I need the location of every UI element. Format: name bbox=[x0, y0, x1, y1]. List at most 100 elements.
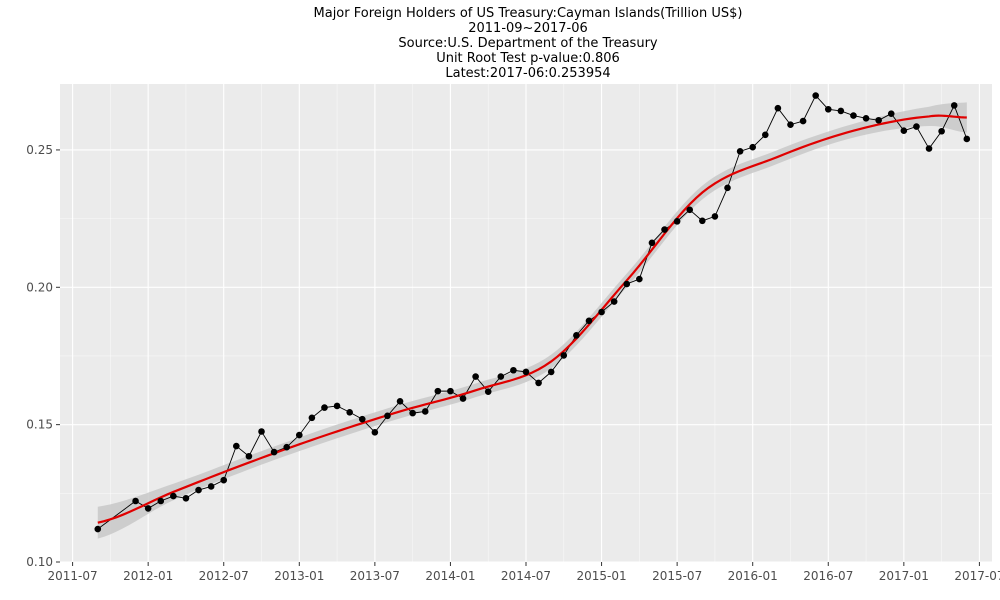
data-point bbox=[560, 352, 568, 359]
data-point bbox=[396, 397, 404, 405]
data-points-layer bbox=[94, 92, 971, 533]
data-point bbox=[245, 452, 253, 460]
y-tick-label: 0.20 bbox=[26, 280, 53, 294]
x-tick-label: 2015-07 bbox=[652, 569, 702, 583]
data-point bbox=[358, 415, 366, 423]
data-point bbox=[421, 408, 429, 415]
data-point bbox=[409, 409, 416, 417]
data-point bbox=[673, 218, 681, 225]
x-tick-label: 2016-01 bbox=[728, 569, 778, 583]
data-point bbox=[535, 379, 542, 387]
data-point bbox=[195, 486, 202, 494]
x-tick-label: 2016-07 bbox=[803, 569, 853, 583]
data-point bbox=[636, 275, 643, 283]
data-point bbox=[623, 280, 631, 288]
data-point bbox=[447, 387, 454, 395]
data-point bbox=[233, 442, 240, 450]
data-point bbox=[875, 116, 882, 124]
data-point bbox=[862, 115, 870, 122]
data-point bbox=[812, 92, 819, 99]
data-point bbox=[900, 127, 908, 134]
data-point bbox=[686, 206, 694, 214]
data-point bbox=[724, 184, 731, 192]
y-axis: 0.10 0.15 0.20 0.25 bbox=[26, 143, 60, 569]
data-point bbox=[434, 387, 442, 395]
data-point bbox=[371, 429, 379, 436]
x-axis: 2011-07 2012-01 2012-07 2013-01 2013-07 2014-… bbox=[48, 562, 1000, 583]
data-point bbox=[497, 373, 505, 380]
data-point bbox=[207, 483, 215, 490]
y-tick-label: 0.25 bbox=[26, 143, 53, 157]
data-point bbox=[459, 395, 467, 402]
data-point bbox=[661, 226, 668, 233]
smooth-line-layer bbox=[97, 114, 967, 524]
data-point bbox=[522, 368, 530, 376]
data-point bbox=[887, 110, 895, 117]
x-tick-label: 2011-07 bbox=[48, 569, 98, 583]
x-tick-label: 2014-01 bbox=[425, 569, 475, 583]
data-point bbox=[258, 428, 265, 435]
x-tick-label: 2014-07 bbox=[501, 569, 551, 583]
data-point bbox=[850, 112, 857, 119]
chart-date-range: 2011-09~2017-06 bbox=[468, 21, 588, 36]
data-point bbox=[484, 388, 492, 395]
data-point bbox=[144, 505, 152, 512]
data-point bbox=[963, 135, 971, 143]
data-point bbox=[699, 217, 706, 225]
grid-major bbox=[60, 84, 992, 563]
confidence-band-layer bbox=[97, 102, 967, 539]
data-point bbox=[283, 443, 291, 451]
data-point bbox=[321, 404, 328, 411]
data-point bbox=[333, 402, 341, 410]
data-point bbox=[170, 492, 177, 500]
data-point bbox=[762, 131, 769, 139]
confidence-band bbox=[97, 102, 967, 539]
x-tick-label: 2012-01 bbox=[123, 569, 173, 583]
data-point bbox=[472, 373, 479, 380]
data-point bbox=[296, 431, 303, 439]
data-point bbox=[94, 525, 102, 533]
chart-title: Major Foreign Holders of US Treasury:Cay… bbox=[314, 6, 743, 21]
data-point bbox=[837, 107, 845, 115]
data-point bbox=[711, 213, 719, 220]
data-point bbox=[346, 408, 353, 416]
data-point bbox=[132, 497, 139, 505]
data-point bbox=[585, 317, 593, 325]
data-point bbox=[220, 476, 228, 484]
data-point bbox=[787, 121, 794, 128]
data-point bbox=[950, 102, 958, 109]
chart-title-block: Major Foreign Holders of US Treasury:Cay… bbox=[314, 6, 743, 81]
data-point bbox=[610, 298, 618, 305]
x-tick-label: 2012-07 bbox=[199, 569, 249, 583]
data-point bbox=[938, 127, 945, 135]
x-tick-label: 2013-07 bbox=[350, 569, 400, 583]
x-tick-label: 2013-01 bbox=[274, 569, 324, 583]
chart-latest-value: Latest:2017-06:0.253954 bbox=[445, 66, 610, 81]
data-point bbox=[573, 332, 580, 339]
data-point bbox=[648, 239, 656, 247]
data-point bbox=[925, 145, 933, 152]
data-point bbox=[270, 448, 278, 456]
data-point bbox=[182, 494, 190, 502]
data-point bbox=[749, 143, 756, 151]
x-tick-label: 2015-01 bbox=[576, 569, 626, 583]
data-point bbox=[799, 117, 807, 125]
chart-source: Source:U.S. Department of the Treasury bbox=[398, 36, 658, 51]
chart-unit-root-test: Unit Root Test p-value:0.806 bbox=[436, 51, 620, 66]
data-point bbox=[547, 368, 555, 376]
data-point bbox=[824, 105, 832, 113]
data-point bbox=[384, 412, 391, 420]
data-point bbox=[308, 414, 316, 422]
data-point bbox=[736, 148, 744, 155]
x-tick-label: 2017-01 bbox=[879, 569, 929, 583]
data-point bbox=[774, 104, 782, 112]
smooth-trend-line bbox=[97, 114, 967, 524]
data-point bbox=[510, 366, 517, 374]
data-point bbox=[913, 123, 920, 130]
data-point bbox=[157, 497, 165, 505]
x-tick-label: 2017-07 bbox=[954, 569, 1000, 583]
y-tick-label: 0.15 bbox=[26, 418, 53, 432]
data-point bbox=[598, 308, 605, 316]
